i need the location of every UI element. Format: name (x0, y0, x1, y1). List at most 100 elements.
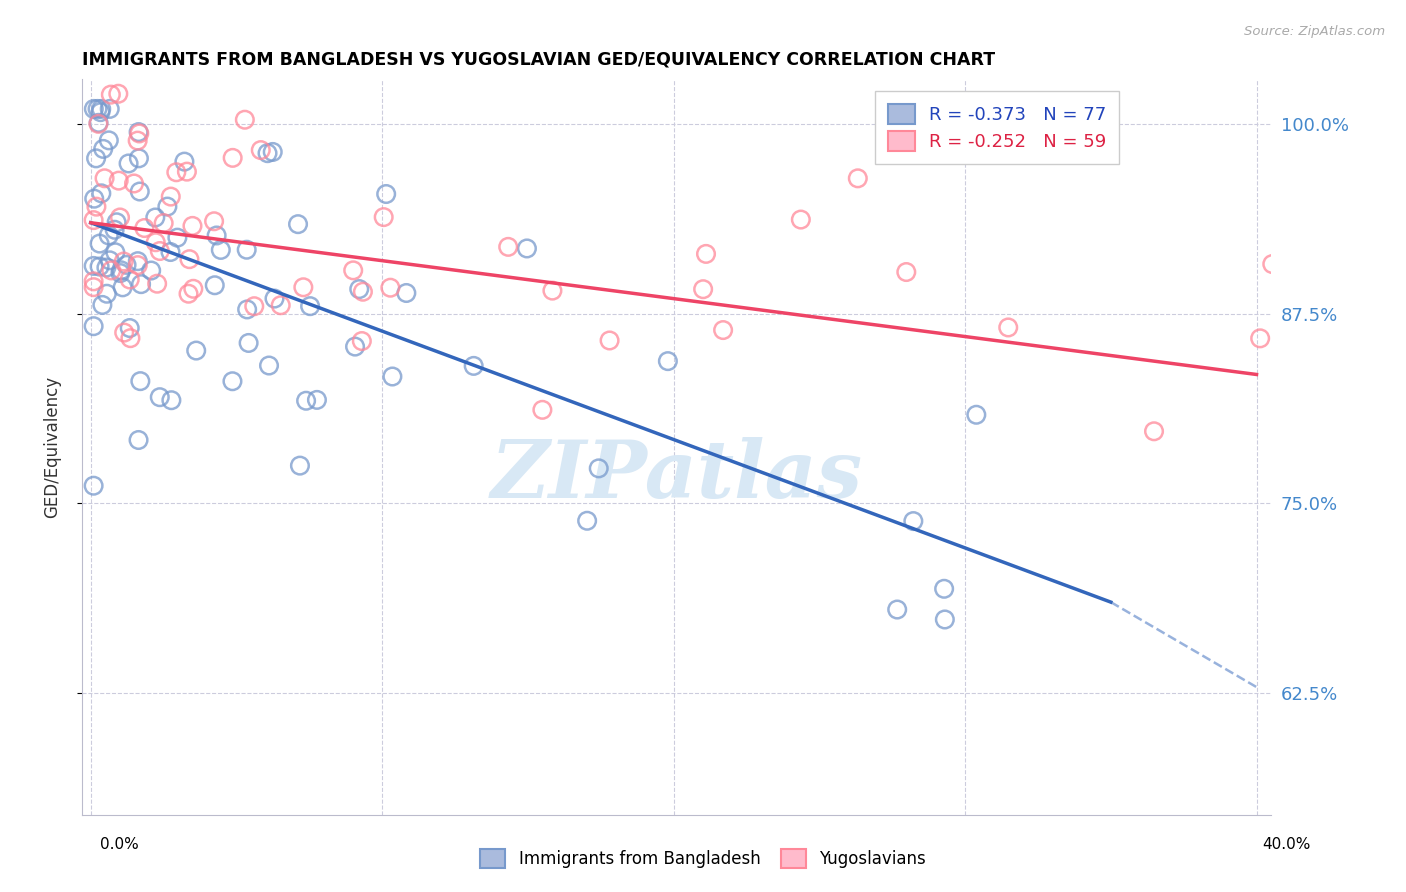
Point (305, 392, 328, 407)
Point (711, 323, 734, 337)
Point (90, 186, 112, 201)
Point (344, 340, 367, 354)
Point (202, 214, 225, 228)
Point (127, 134, 149, 148)
Legend: R = -0.373   N = 77, R = -0.252   N = 59: R = -0.373 N = 77, R = -0.252 N = 59 (876, 91, 1119, 163)
Point (375, 187, 398, 202)
Point (104, 223, 127, 237)
Point (205, 228, 228, 243)
Point (143, 211, 166, 225)
Point (181, 219, 204, 233)
Point (89, 236, 111, 251)
Point (97, 228, 120, 243)
Point (96, 260, 118, 275)
Point (657, 354, 679, 368)
Point (516, 242, 538, 256)
Point (262, 145, 284, 159)
Point (83, 274, 105, 288)
Point (86, 200, 108, 214)
Point (110, 263, 132, 277)
Point (288, 458, 311, 473)
Point (100, 263, 122, 277)
Point (86, 102, 108, 116)
Text: ZIPatlas: ZIPatlas (491, 437, 863, 515)
Y-axis label: GED/Equivalency: GED/Equivalency (44, 376, 60, 517)
Point (204, 278, 226, 293)
Point (83, 479, 105, 493)
Point (352, 285, 374, 299)
Point (100, 87, 122, 102)
Point (209, 243, 232, 257)
Point (129, 374, 152, 388)
Point (93, 171, 115, 186)
Point (177, 286, 200, 301)
Point (129, 277, 152, 292)
Point (134, 221, 156, 235)
Point (112, 326, 135, 340)
Point (173, 154, 195, 169)
Point (541, 284, 564, 298)
Point (111, 280, 134, 294)
Point (531, 402, 554, 417)
Point (1249, 331, 1271, 345)
Point (128, 127, 150, 141)
Point (221, 374, 243, 388)
Point (256, 146, 278, 161)
Point (104, 245, 127, 260)
Point (342, 263, 364, 277)
Point (83, 213, 105, 227)
Point (599, 334, 621, 348)
Point (1261, 257, 1284, 271)
Point (89, 260, 111, 274)
Text: Source: ZipAtlas.com: Source: ZipAtlas.com (1244, 25, 1385, 38)
Point (118, 272, 141, 286)
Point (128, 185, 150, 199)
Point (107, 174, 129, 188)
Point (159, 189, 181, 203)
Point (934, 582, 956, 596)
Text: 0.0%: 0.0% (100, 837, 139, 852)
Point (89, 105, 111, 120)
Point (149, 244, 172, 258)
Point (110, 266, 132, 280)
Point (292, 280, 315, 294)
Point (96, 286, 118, 301)
Point (270, 298, 292, 312)
Point (90, 102, 112, 116)
Point (127, 258, 149, 272)
Point (176, 164, 198, 178)
Point (846, 171, 869, 186)
Point (159, 245, 181, 260)
Point (165, 165, 187, 179)
Text: 40.0%: 40.0% (1263, 837, 1310, 852)
Point (128, 433, 150, 447)
Point (141, 263, 163, 277)
Point (997, 320, 1019, 334)
Point (107, 87, 129, 101)
Point (108, 211, 131, 225)
Point (91, 298, 114, 312)
Point (186, 343, 208, 358)
Point (83, 319, 105, 334)
Point (221, 151, 243, 165)
Point (896, 265, 918, 279)
Point (156, 200, 179, 214)
Point (1339, 253, 1361, 268)
Point (160, 393, 183, 408)
Point (97, 133, 120, 147)
Point (886, 602, 908, 616)
Point (588, 461, 610, 475)
Point (87, 116, 110, 130)
Point (463, 359, 485, 373)
Point (295, 393, 318, 408)
Point (83, 259, 105, 273)
Point (236, 302, 259, 317)
Point (965, 408, 987, 422)
Point (350, 334, 373, 348)
Point (903, 514, 925, 528)
Point (692, 282, 714, 296)
Point (145, 235, 167, 250)
Point (380, 281, 402, 295)
Point (181, 282, 204, 296)
Point (87, 117, 110, 131)
